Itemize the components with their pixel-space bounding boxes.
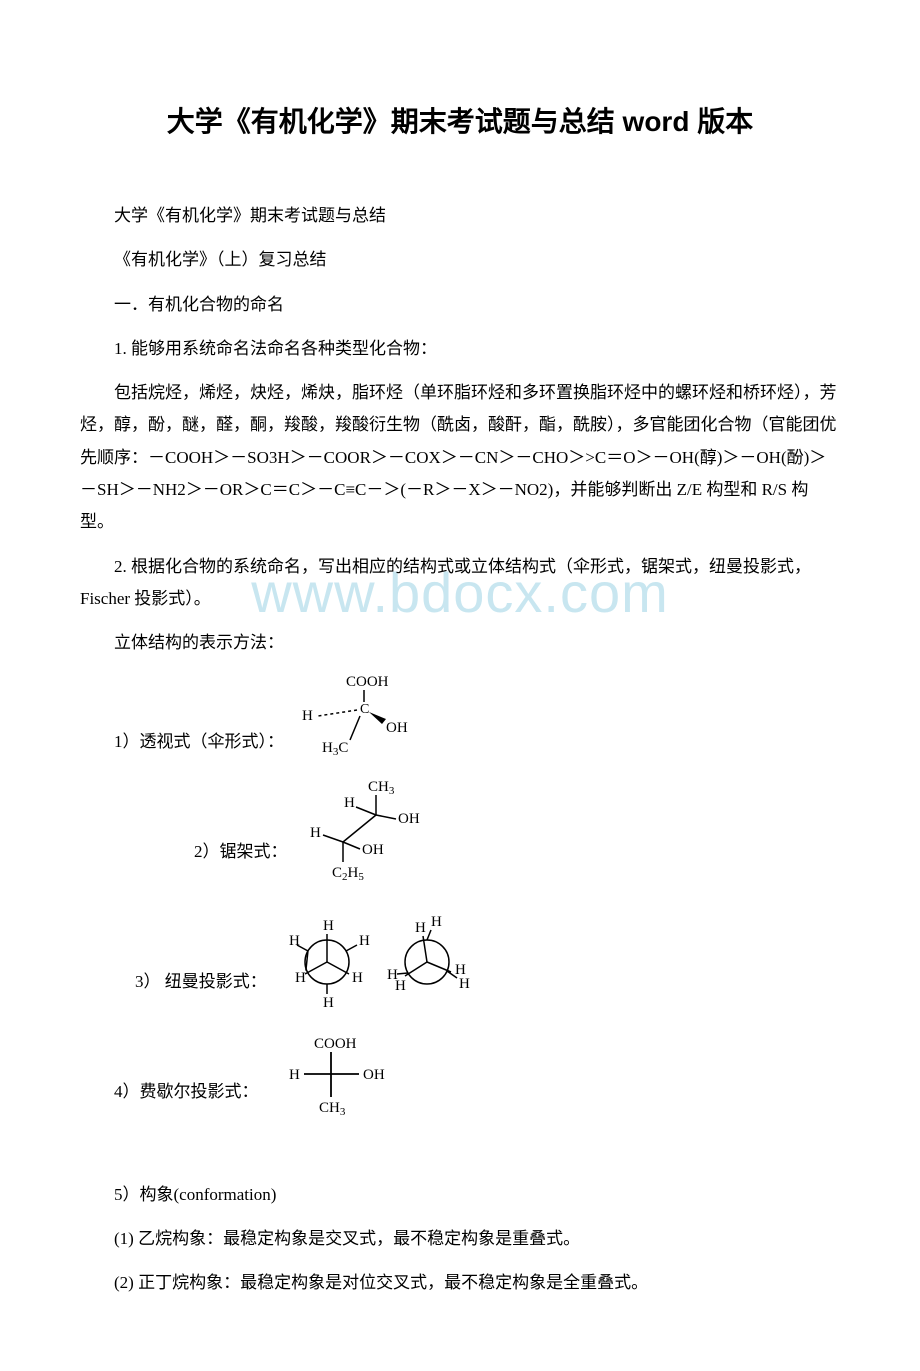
chem-label: OH	[363, 1067, 385, 1083]
formula-label: 4）费歇尔投影式：	[80, 1032, 259, 1102]
formula-row-sawhorse: 2）锯架式： CH	[80, 777, 840, 882]
chem-label: C	[360, 702, 369, 717]
newman-formula-icon: H H H H H H	[267, 912, 497, 1012]
chem-label: H	[359, 933, 370, 949]
chem-label: H	[395, 978, 406, 994]
chem-label: H	[431, 914, 442, 930]
paragraph: 包括烷烃，烯烃，炔烃，烯炔，脂环烃（单环脂环烃和多环置换脂环烃中的螺环烃和桥环烃…	[80, 377, 840, 538]
sawhorse-formula-icon: CH3 H OH H OH C2H5	[288, 777, 438, 882]
formula-row-perspective: 1）透视式（伞形式）： COOH H C OH H3C	[80, 672, 840, 757]
page-title: 大学《有机化学》期末考试题与总结 word 版本	[80, 100, 840, 140]
paragraph: 2. 根据化合物的系统命名，写出相应的结构式或立体结构式（伞形式，锯架式，纽曼投…	[80, 551, 840, 616]
chem-label: H	[352, 970, 363, 986]
chem-label: H	[323, 918, 334, 934]
chem-label: H	[459, 976, 470, 992]
formula-row-fischer: 4）费歇尔投影式： COOH H OH CH3	[80, 1032, 840, 1117]
chem-label: H	[295, 970, 306, 986]
paragraph: (2) 正丁烷构象：最稳定构象是对位交叉式，最不稳定构象是全重叠式。	[80, 1267, 840, 1299]
formula-label: 3） 纽曼投影式：	[80, 912, 267, 992]
chem-label: H	[289, 933, 300, 949]
chem-label: OH	[398, 811, 420, 827]
paragraph: (1) 乙烷构象：最稳定构象是交叉式，最不稳定构象是重叠式。	[80, 1223, 840, 1255]
chem-label: C2H5	[332, 865, 364, 882]
chem-label: OH	[386, 720, 408, 736]
paragraph: 立体结构的表示方法：	[80, 627, 840, 659]
paragraph: 《有机化学》（上）复习总结	[80, 244, 840, 276]
chem-label: H	[415, 920, 426, 936]
chem-label: COOH	[346, 674, 389, 690]
chem-label: CH3	[319, 1100, 346, 1117]
paragraph: 5）构象(conformation)	[80, 1179, 840, 1211]
fischer-formula-icon: COOH H OH CH3	[259, 1032, 409, 1117]
formula-row-newman: 3） 纽曼投影式： H	[80, 912, 840, 1012]
chem-label: H	[323, 995, 334, 1011]
formula-label: 2）锯架式：	[80, 777, 288, 862]
paragraph: 一．有机化合物的命名	[80, 289, 840, 321]
chem-label: H	[310, 825, 321, 841]
document-content: 大学《有机化学》期末考试题与总结 word 版本 大学《有机化学》期末考试题与总…	[80, 100, 840, 1299]
chem-label: CH3	[368, 779, 395, 797]
paragraph: 1. 能够用系统命名法命名各种类型化合物：	[80, 333, 840, 365]
chem-label: OH	[362, 842, 384, 858]
chem-label: COOH	[314, 1036, 357, 1052]
paragraph: 大学《有机化学》期末考试题与总结	[80, 200, 840, 232]
formula-label: 1）透视式（伞形式）：	[80, 672, 284, 752]
chem-label: H	[302, 708, 313, 724]
perspective-formula-icon: COOH H C OH H3C	[284, 672, 444, 757]
chem-label: H3C	[322, 740, 348, 757]
chem-label: H	[289, 1067, 300, 1083]
chem-label: H	[344, 795, 355, 811]
